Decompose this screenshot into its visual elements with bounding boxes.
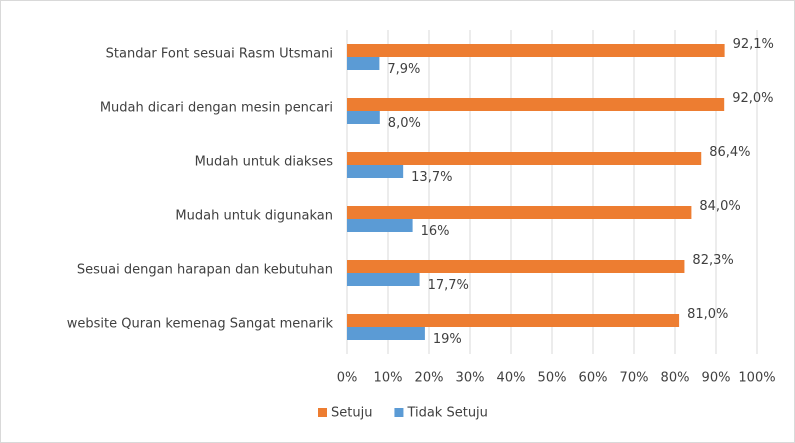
y-tick-label: Mudah untuk digunakan bbox=[175, 209, 333, 224]
x-tick-label: 60% bbox=[579, 371, 608, 386]
data-label: 81,0% bbox=[687, 307, 728, 322]
y-tick-label: Mudah dicari dengan mesin pencari bbox=[100, 101, 333, 116]
x-tick-label: 50% bbox=[538, 371, 567, 386]
bar bbox=[347, 327, 425, 340]
data-label: 92,0% bbox=[732, 91, 773, 106]
x-tick-label: 80% bbox=[661, 371, 690, 386]
legend-label: Tidak Setuju bbox=[406, 406, 487, 421]
legend-swatch bbox=[318, 408, 327, 417]
x-tick-label: 40% bbox=[497, 371, 526, 386]
x-tick-label: 90% bbox=[702, 371, 731, 386]
legend-label: Setuju bbox=[331, 406, 372, 421]
x-tick-label: 100% bbox=[738, 371, 775, 386]
data-label: 17,7% bbox=[428, 278, 469, 293]
legend-swatch bbox=[394, 408, 404, 417]
data-label: 19% bbox=[433, 332, 462, 347]
bar bbox=[347, 314, 680, 327]
x-tick-label: 20% bbox=[415, 371, 444, 386]
bar bbox=[347, 44, 725, 57]
data-label: 82,3% bbox=[692, 253, 733, 268]
data-label: 7,9% bbox=[387, 62, 420, 77]
bar bbox=[347, 206, 692, 219]
data-label: 13,7% bbox=[411, 170, 452, 185]
bar bbox=[347, 98, 725, 111]
bar bbox=[347, 111, 380, 124]
x-tick-label: 30% bbox=[456, 371, 485, 386]
data-label: 92,1% bbox=[733, 37, 774, 52]
y-tick-label: Sesuai dengan harapan dan kebutuhan bbox=[77, 263, 333, 278]
bar bbox=[347, 273, 420, 286]
y-tick-label: Standar Font sesuai Rasm Utsmani bbox=[106, 47, 333, 62]
data-label: 84,0% bbox=[699, 199, 740, 214]
y-tick-label: Mudah untuk diakses bbox=[195, 155, 334, 170]
data-label: 8,0% bbox=[388, 116, 421, 131]
x-tick-label: 0% bbox=[337, 371, 358, 386]
bar bbox=[347, 57, 380, 70]
bar bbox=[347, 165, 404, 178]
bar bbox=[347, 219, 413, 232]
data-label: 86,4% bbox=[709, 145, 750, 160]
y-tick-label: website Quran kemenag Sangat menarik bbox=[67, 317, 334, 332]
x-tick-label: 10% bbox=[374, 371, 403, 386]
data-label: 16% bbox=[421, 224, 450, 239]
bar bbox=[347, 260, 685, 273]
x-tick-label: 70% bbox=[620, 371, 649, 386]
bar bbox=[347, 152, 702, 165]
